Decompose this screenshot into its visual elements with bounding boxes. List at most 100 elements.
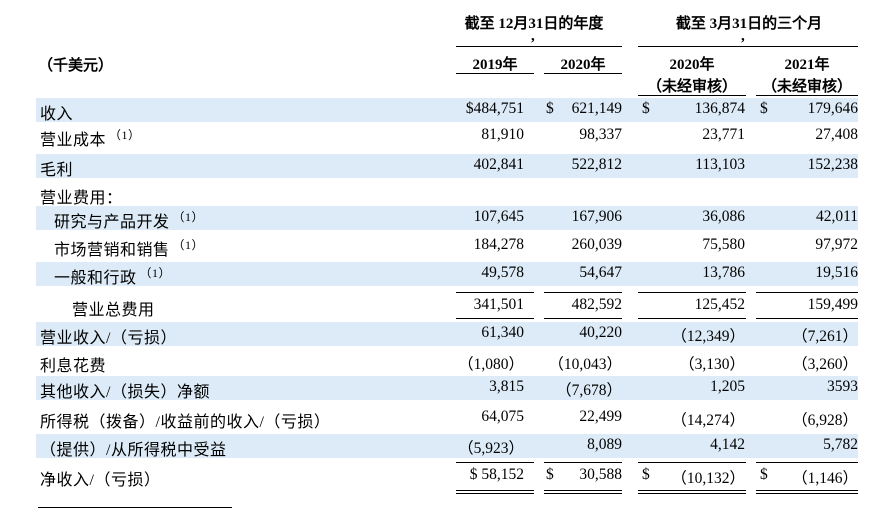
footnote-marker: （1） xyxy=(172,210,205,224)
value-q2021: 159,499 xyxy=(807,296,858,313)
table-row: 毛利 402,841 522,812 113,103 152,238 xyxy=(36,154,858,179)
value-q2020: 4,142 xyxy=(710,436,745,453)
double-underline-q2021 xyxy=(756,490,858,494)
value-2020: （7,678） xyxy=(556,382,622,399)
currency-symbol: $ xyxy=(760,466,768,483)
table-row: 净收入/（亏损） $ 58,152 $30,588 $ （10,132） $ （1,146） xyxy=(36,464,858,489)
unaudited-q2021: （未经审核） xyxy=(761,79,852,95)
row-label: 营业费用： xyxy=(40,190,123,207)
row-label: 研究与产品开发 （1） xyxy=(54,210,205,231)
value-q2020: 1,205 xyxy=(710,378,745,395)
row-label: 净收入/（亏损） xyxy=(40,472,161,489)
value-2019: 64,075 xyxy=(481,408,524,425)
currency-symbol: $ xyxy=(642,466,650,483)
value-2020: 22,499 xyxy=(579,408,622,425)
row-label: 收入 xyxy=(40,106,74,123)
row-label: 营业收入/（亏损） xyxy=(40,330,177,347)
value-q2021: 3593 xyxy=(827,378,858,395)
value-q2021: 97,972 xyxy=(815,236,858,253)
col-rule-q2020 xyxy=(638,95,746,96)
underline-q2021 xyxy=(756,292,858,293)
value-2020: 482,592 xyxy=(571,296,622,313)
table-row: 市场营销和销售 （1） 184,278 260,039 75,580 97,972 xyxy=(36,234,858,259)
underline-2020 xyxy=(544,292,622,293)
value-q2020: （12,349） xyxy=(671,328,745,345)
underline3-2019 xyxy=(456,462,534,463)
table-row: 研究与产品开发 （1） 107,645 167,906 36,086 42,011 xyxy=(36,206,858,231)
value-2020: 8,089 xyxy=(587,436,622,453)
value-2019: 81,910 xyxy=(481,126,524,143)
value-q2020: （3,130） xyxy=(679,356,745,373)
underline-2019 xyxy=(456,292,534,293)
value-2019: $ 58,152 xyxy=(469,466,524,483)
value-2019: 61,340 xyxy=(481,324,524,341)
value-2020: 54,647 xyxy=(579,264,622,281)
value-q2021: 152,238 xyxy=(807,156,858,173)
value-q2020: 136,874 xyxy=(694,100,745,117)
value-2020: 260,039 xyxy=(571,236,622,253)
value-q2020: （14,274） xyxy=(671,412,745,429)
table-row: 利息花费 （1,080） （10,043） （3,130） （3,260） xyxy=(36,350,858,375)
table-row: 其他收入/（损失）净额 3,815 （7,678） 1,205 3593 xyxy=(36,376,858,401)
table-row: 收入 $484,751 $621,149 $136,874 $179,646 xyxy=(36,98,858,123)
double-underline-2019 xyxy=(456,490,534,494)
group1-comma: , xyxy=(531,28,535,44)
col-rule-2020 xyxy=(544,73,622,74)
row-label: 其他收入/（损失）净额 xyxy=(40,384,210,401)
currency-symbol: $ xyxy=(642,100,650,117)
row-label: 营业总费用 xyxy=(72,302,155,319)
underline2-2020 xyxy=(544,318,622,319)
table-row: 营业费用： xyxy=(36,182,858,207)
double-underline-q2020 xyxy=(638,490,746,494)
value-q2021: 179,646 xyxy=(807,100,858,117)
value-q2021: 19,516 xyxy=(815,264,858,281)
value-q2020: 36,086 xyxy=(702,208,745,225)
value-2019: 341,501 xyxy=(473,296,524,313)
underline2-2019 xyxy=(456,318,534,319)
value-q2020: 75,580 xyxy=(702,236,745,253)
value-2020: 621,149 xyxy=(571,100,622,117)
table-row: 营业成本 （1） 81,910 98,337 23,771 27,408 xyxy=(36,124,858,149)
footnote-separator xyxy=(38,507,232,508)
value-q2021: （1,146） xyxy=(792,470,858,487)
row-label: 营业成本 （1） xyxy=(40,128,141,149)
row-label: 一般和行政 （1） xyxy=(54,266,172,287)
underline-q2020 xyxy=(638,292,746,293)
footnote-marker: （1） xyxy=(109,128,141,142)
value-2019: 402,841 xyxy=(473,156,524,173)
underline3-2020 xyxy=(544,462,622,463)
value-2019: $484,751 xyxy=(465,100,524,117)
value-2019: （5,923） xyxy=(458,440,524,457)
group1-title: 截至 12月31日的年度 xyxy=(464,16,604,32)
table-row: 一般和行政 （1） 49,578 54,647 13,786 19,516 xyxy=(36,262,858,287)
value-q2021: （7,261） xyxy=(792,328,858,345)
unaudited-q2020: （未经审核） xyxy=(646,79,737,95)
underline2-q2020 xyxy=(638,318,746,319)
col-rule-q2021 xyxy=(756,95,858,96)
footnote-marker: （1） xyxy=(139,266,172,280)
value-2020: 98,337 xyxy=(579,126,622,143)
row-label: 利息花费 xyxy=(40,358,107,375)
col-rule-2019 xyxy=(456,73,534,74)
table-row: 营业收入/（亏损） 61,340 40,220 （12,349） （7,261） xyxy=(36,322,858,347)
footnote-marker: （1） xyxy=(172,238,205,252)
unit-label: （千美元） xyxy=(38,58,114,74)
value-2019: 3,815 xyxy=(489,378,524,395)
value-q2020: （10,132） xyxy=(671,470,745,487)
underline2-q2021 xyxy=(756,318,858,319)
value-q2020: 13,786 xyxy=(702,264,745,281)
table-row: （提供）/从所得税中受益 （5,923） 8,089 4,142 5,782 xyxy=(36,434,858,459)
value-2020: 30,588 xyxy=(579,466,622,483)
row-label: 市场营销和销售 （1） xyxy=(54,238,205,259)
group2-comma: , xyxy=(741,28,745,44)
double-underline-2020 xyxy=(544,490,622,494)
underline3-q2020 xyxy=(638,462,746,463)
group2-title: 截至 3月31日的三个月 xyxy=(675,16,823,32)
value-2020: （10,043） xyxy=(548,356,622,373)
value-q2020: 23,771 xyxy=(702,126,745,143)
value-2020: 522,812 xyxy=(571,156,622,173)
group1-rule xyxy=(456,46,622,47)
value-q2021: 27,408 xyxy=(815,126,858,143)
row-label: （提供）/从所得税中受益 xyxy=(40,442,227,459)
currency-symbol: $ xyxy=(546,466,554,483)
